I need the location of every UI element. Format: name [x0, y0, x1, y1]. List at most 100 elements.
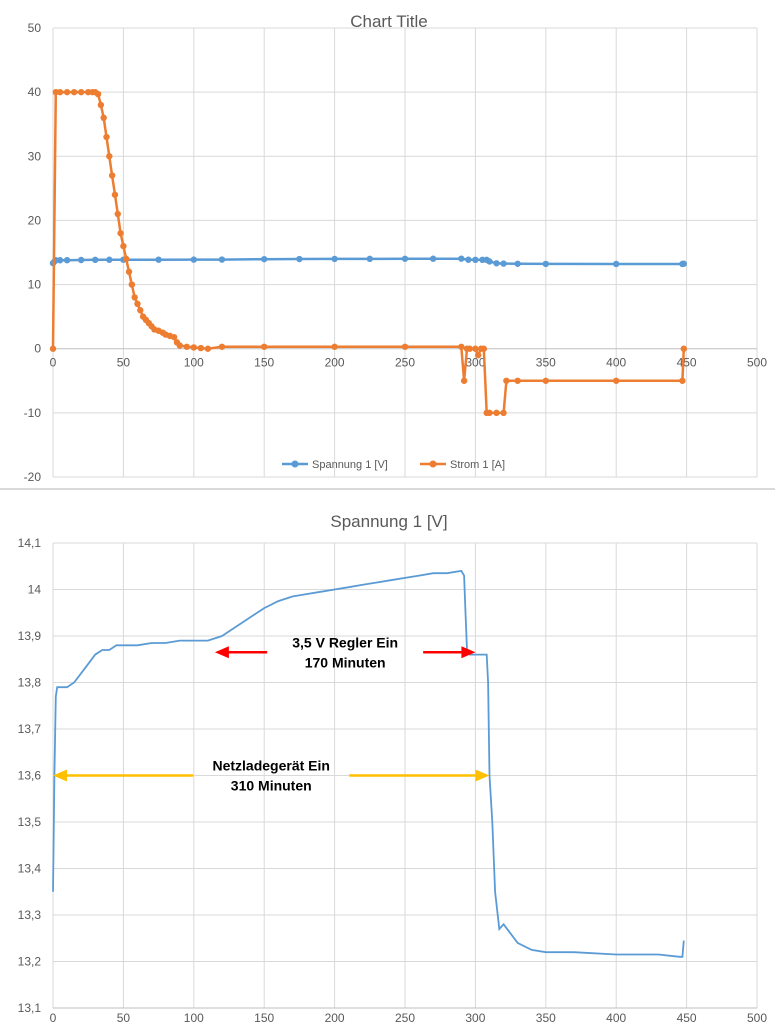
top-data-point [49, 345, 57, 352]
bottom-x-tick-label: 400 [606, 1011, 626, 1024]
chart-separator [0, 488, 775, 490]
top-data-point [296, 255, 303, 263]
top-x-tick-label: 450 [677, 356, 697, 370]
bottom-y-tick-label: 13,1 [18, 1001, 42, 1015]
top-data-point [680, 260, 687, 267]
top-data-point [77, 88, 85, 96]
top-data-point [460, 377, 468, 384]
chart-top-title: Chart Title [350, 12, 427, 31]
top-data-point [218, 256, 226, 263]
chart-bottom-title: Spannung 1 [V] [330, 512, 447, 531]
legend-entry-0: Spannung 1 [V] [282, 459, 388, 471]
top-data-point [542, 260, 549, 268]
legend-label: Spannung 1 [V] [312, 459, 388, 471]
legend-label: Strom 1 [A] [450, 459, 505, 471]
chart-bottom-series [52, 569, 685, 958]
top-data-point [97, 101, 105, 109]
top-data-point [92, 256, 99, 264]
bottom-y-tick-label: 14 [28, 583, 42, 597]
top-x-tick-label: 100 [184, 356, 204, 370]
top-series-line [51, 90, 686, 415]
top-data-point [679, 377, 686, 384]
top-data-point [134, 300, 141, 308]
top-data-point [465, 256, 472, 263]
bottom-y-tick-label: 13,7 [18, 722, 42, 736]
top-data-point [458, 343, 465, 350]
top-data-point [500, 409, 507, 417]
top-data-point [131, 294, 138, 301]
top-data-point [680, 345, 687, 352]
top-data-point [480, 345, 488, 352]
bottom-x-tick-label: 450 [677, 1011, 697, 1024]
top-data-point [176, 342, 183, 349]
top-data-point [190, 344, 197, 351]
bottom-y-tick-label: 13,5 [18, 815, 42, 829]
bottom-x-tick-label: 300 [465, 1011, 485, 1024]
top-data-point [493, 409, 500, 417]
top-data-point [117, 230, 124, 237]
bottom-y-tick-label: 13,8 [18, 676, 42, 690]
bottom-x-tick-label: 350 [536, 1011, 556, 1024]
bottom-y-tick-label: 13,6 [18, 769, 42, 783]
bottom-x-tick-label: 0 [50, 1011, 57, 1024]
top-data-point [466, 345, 473, 352]
annotation-label-line1: Netzladegerät Ein [212, 758, 329, 774]
top-data-point [261, 343, 268, 350]
top-data-point [106, 153, 113, 160]
annotation-0: 3,5 V Regler Ein 170 Minuten [214, 634, 476, 670]
top-data-point [613, 260, 620, 268]
top-series-0 [49, 255, 687, 268]
top-data-point [493, 260, 500, 267]
top-y-tick-label: 40 [28, 85, 42, 99]
top-y-tick-label: -20 [24, 470, 42, 484]
top-data-point [503, 377, 510, 384]
bottom-y-tick-label: 13,3 [18, 908, 42, 922]
bottom-x-tick-label: 200 [325, 1011, 345, 1024]
top-data-point [128, 281, 136, 288]
top-y-tick-label: 30 [28, 149, 42, 163]
chart-bottom: Spannung 1 [V] 0 50 100 150 200 250 300 350 400 4… [18, 512, 768, 1024]
top-data-point [103, 133, 110, 141]
top-x-tick-label: 0 [50, 356, 57, 370]
chart-bottom-tick-labels: 0 50 100 150 200 250 300 350 400 450 500 13,1 13,2 13… [18, 536, 768, 1024]
bottom-x-tick-label: 100 [184, 1011, 204, 1024]
bottom-x-tick-label: 250 [395, 1011, 415, 1024]
top-y-tick-label: 50 [28, 21, 42, 35]
chart-top-legend: Spannung 1 [V] Strom 1 [A] [282, 459, 505, 471]
top-y-tick-label: 0 [34, 342, 41, 356]
top-x-tick-label: 250 [395, 356, 415, 370]
chart-top-gridlines [52, 27, 758, 478]
top-series-1 [49, 88, 687, 417]
top-data-point [542, 377, 549, 384]
bottom-series-line-0 [52, 569, 685, 958]
chart-top-tick-labels: 0 50 100 150 200 250 300 350 400 450 500 -20 -10 0 10 2… [24, 21, 768, 484]
top-data-point [486, 258, 493, 265]
top-data-point [183, 343, 190, 350]
top-data-point [170, 333, 178, 341]
bottom-y-tick-label: 14,1 [18, 536, 42, 550]
annotation-label-line1: 3,5 V Regler Ein [292, 634, 398, 650]
top-data-point [190, 256, 197, 263]
top-x-tick-label: 350 [536, 356, 556, 370]
annotation-arrowhead-left [53, 769, 67, 782]
top-y-tick-label: 20 [28, 213, 42, 227]
top-data-point [155, 256, 162, 263]
top-data-point [123, 255, 130, 263]
top-data-point [366, 255, 373, 263]
top-data-point [475, 351, 482, 359]
top-x-tick-label: 400 [606, 356, 626, 370]
top-y-tick-label: 10 [28, 278, 42, 292]
top-x-tick-label: 200 [325, 356, 345, 370]
top-data-point [108, 172, 116, 179]
chart-bottom-annotations: 3,5 V Regler Ein 170 Minuten Netzladegerät… [53, 634, 490, 794]
bottom-y-tick-label: 13,9 [18, 629, 42, 643]
annotation-1: Netzladegerät Ein 310 Minuten [53, 758, 490, 794]
top-data-point [56, 88, 64, 96]
top-data-point [94, 90, 102, 98]
bottom-x-tick-label: 50 [117, 1011, 131, 1024]
top-data-point [111, 191, 119, 198]
legend-entry-1: Strom 1 [A] [420, 459, 505, 471]
top-data-point [120, 242, 127, 250]
top-data-point [63, 256, 71, 264]
top-data-point [114, 210, 121, 218]
